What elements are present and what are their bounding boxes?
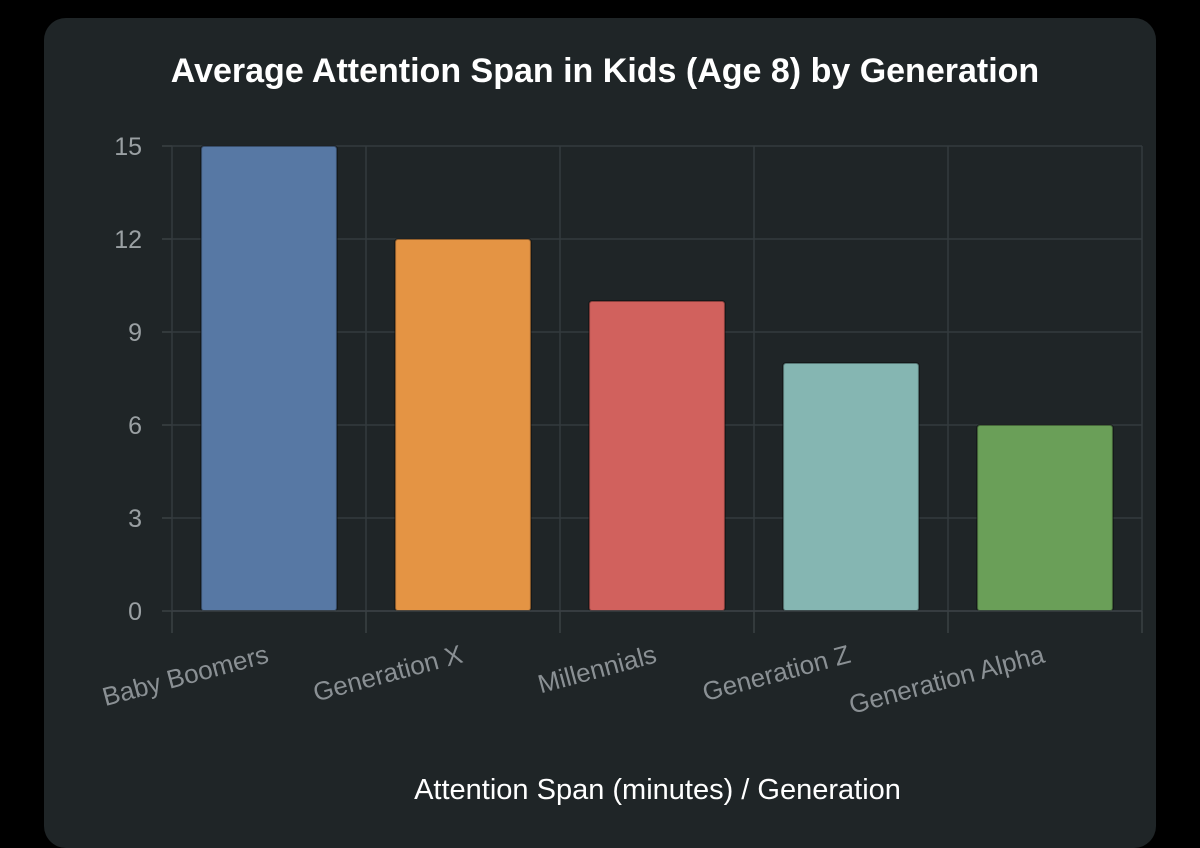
y-tick-label: 0: [128, 598, 142, 626]
bar-generation-z: [782, 362, 920, 612]
bar-baby-boomers: [200, 145, 338, 612]
bar-generation-alpha: [976, 424, 1114, 612]
chart-title: Average Attention Span in Kids (Age 8) b…: [170, 52, 1040, 90]
x-axis-tick-labels: Baby Boomers Generation X Millennials Gener…: [99, 639, 1048, 720]
x-tick-label: Generation Alpha: [846, 639, 1048, 720]
y-tick-label: 9: [128, 319, 142, 347]
x-axis: [171, 610, 1143, 633]
x-tick-label: Generation X: [310, 639, 466, 708]
y-tick-label: 3: [128, 505, 142, 533]
y-tick-label: 6: [128, 412, 142, 440]
x-axis-title: Attention Span (minutes) / Generation: [414, 774, 901, 806]
bars: [200, 145, 1114, 612]
x-tick-label: Generation Z: [699, 639, 853, 707]
y-axis-ticks: 0 3 6 9 12 15: [114, 133, 142, 626]
y-tick-label: 15: [114, 133, 142, 161]
bar-millennials: [588, 300, 726, 612]
y-tick-label: 12: [114, 226, 142, 254]
bar-generation-x: [394, 238, 532, 612]
x-tick-label: Baby Boomers: [99, 639, 271, 712]
x-tick-label: Millennials: [535, 639, 660, 699]
bar-chart: 0 3 6 9 12 15 Baby Boomers Generation X Millenn…: [99, 133, 1143, 720]
